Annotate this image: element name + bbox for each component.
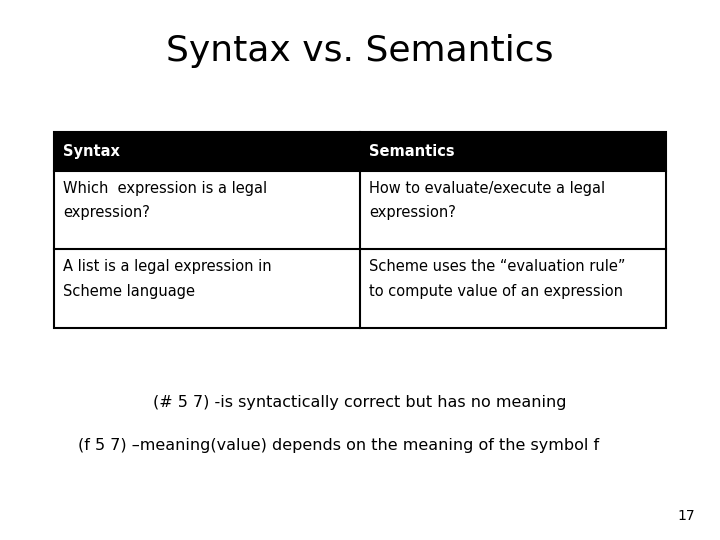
Text: Syntax: Syntax: [63, 144, 120, 159]
Text: (# 5 7) -is syntactically correct but has no meaning: (# 5 7) -is syntactically correct but ha…: [153, 395, 567, 410]
Text: Semantics: Semantics: [369, 144, 455, 159]
Text: 17: 17: [678, 509, 695, 523]
Text: Syntax vs. Semantics: Syntax vs. Semantics: [166, 35, 554, 68]
Bar: [54, 132, 666, 171]
Text: How to evaluate/execute a legal
expression?: How to evaluate/execute a legal expressi…: [369, 181, 606, 220]
Bar: [54, 132, 666, 328]
Text: A list is a legal expression in
Scheme language: A list is a legal expression in Scheme l…: [63, 259, 272, 299]
Text: Which  expression is a legal
expression?: Which expression is a legal expression?: [63, 181, 268, 220]
Text: Scheme uses the “evaluation rule”
to compute value of an expression: Scheme uses the “evaluation rule” to com…: [369, 259, 626, 299]
Text: (f 5 7) –meaning(value) depends on the meaning of the symbol f: (f 5 7) –meaning(value) depends on the m…: [78, 438, 599, 453]
